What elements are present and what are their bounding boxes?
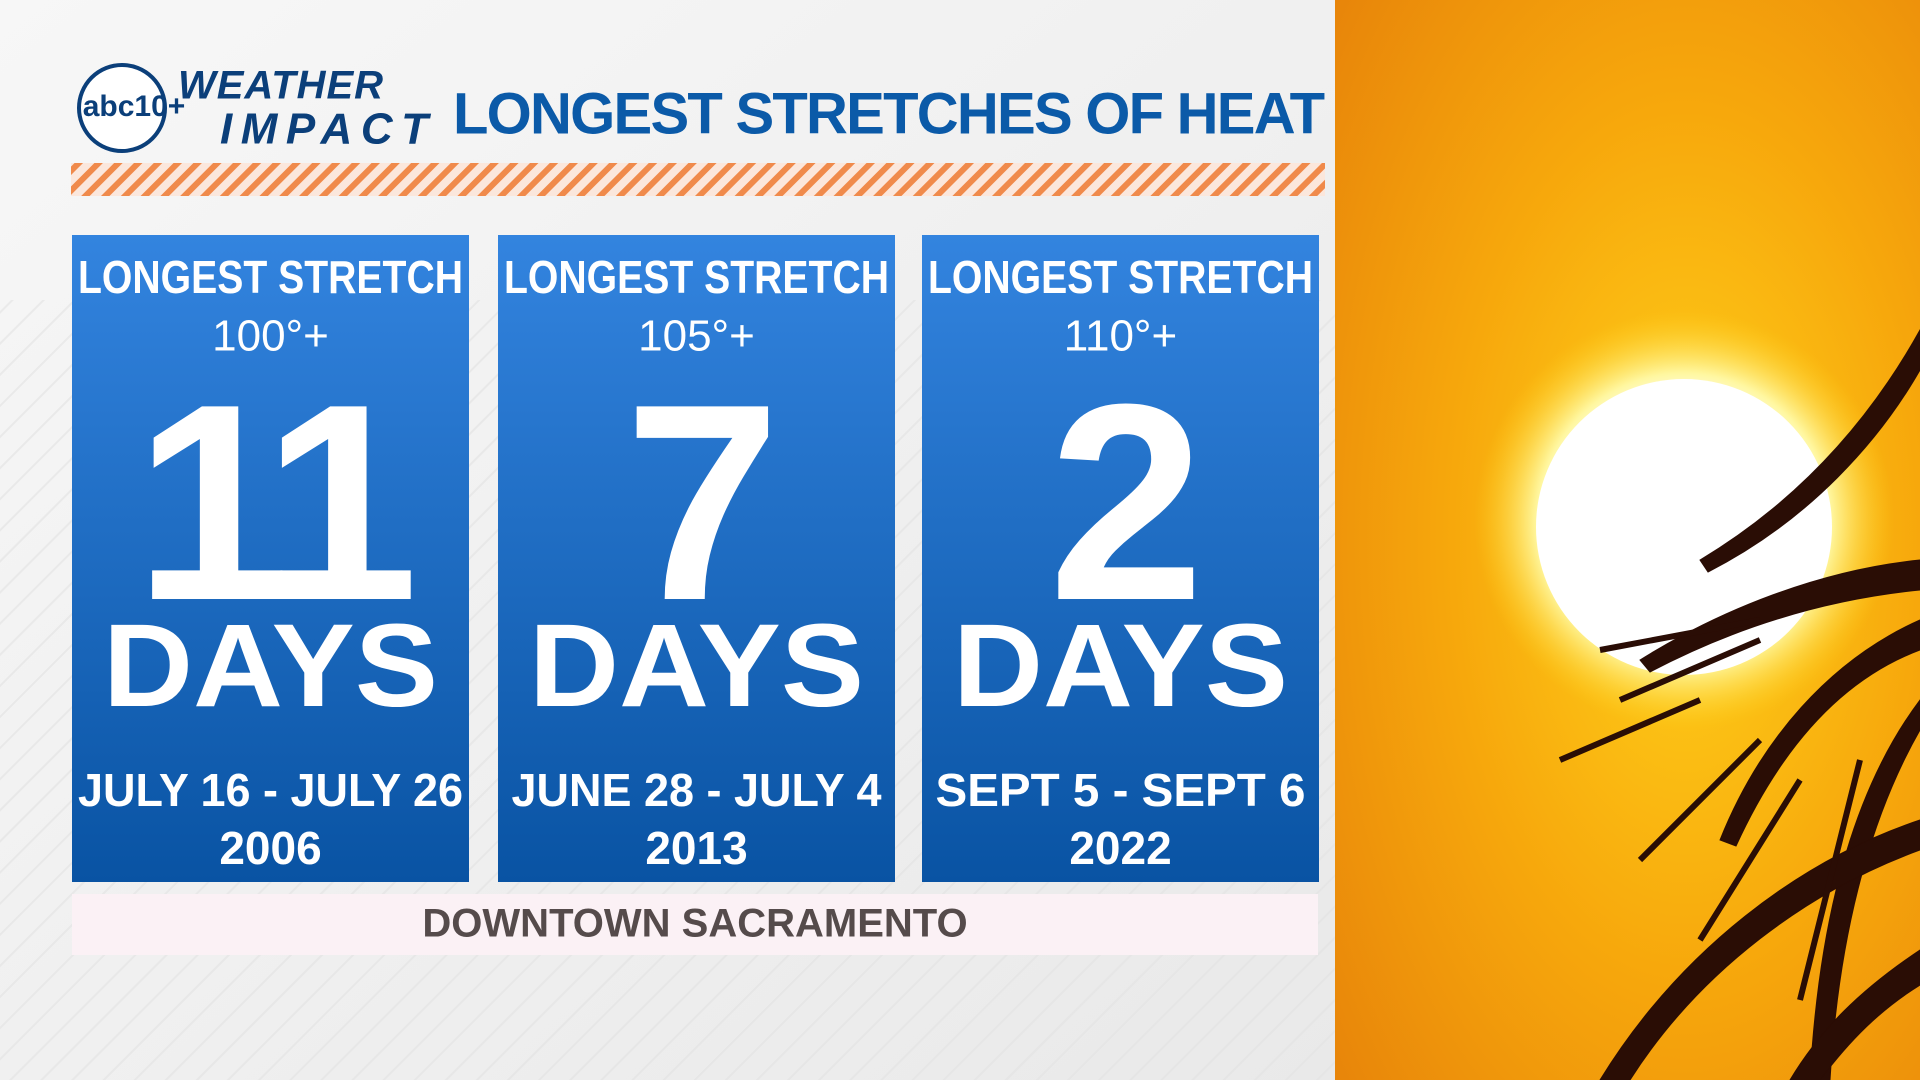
card-year: 2013 [645, 822, 747, 874]
card [922, 235, 1319, 882]
card-dates: SEPT 5 - SEPT 6 [936, 764, 1306, 816]
card-dates: JULY 16 - JULY 26 [78, 764, 463, 816]
palm-fronds [1558, 328, 1920, 1080]
footer-label: DOWNTOWN SACRAMENTO [422, 902, 967, 946]
card-year: 2006 [219, 822, 321, 874]
card-number: 7 [625, 347, 769, 659]
card-threshold: 110°+ [1064, 312, 1177, 361]
card-dates: JUNE 28 - JULY 4 [512, 764, 882, 816]
title: LONGEST STRETCHES OF HEAT [453, 81, 1325, 146]
card-heading: LONGEST STRETCH [78, 251, 463, 303]
card-unit: DAYS [953, 600, 1288, 732]
card-year: 2022 [1069, 822, 1171, 874]
card-threshold: 105°+ [638, 312, 755, 361]
footer-bar [72, 894, 1318, 955]
logo-weather: WEATHER [178, 64, 383, 108]
logo-network: abc10+ [83, 90, 186, 123]
card-unit: DAYS [103, 600, 438, 732]
card-number: 11 [135, 347, 412, 659]
card [72, 235, 469, 882]
hatch-stripe [71, 163, 1325, 196]
card-threshold: 100°+ [212, 312, 329, 361]
card-heading: LONGEST STRETCH [504, 251, 889, 303]
card [498, 235, 895, 882]
sun [1536, 379, 1832, 675]
card-unit: DAYS [529, 600, 864, 732]
logo-circle [77, 63, 167, 153]
card-number: 2 [1049, 347, 1198, 659]
card-heading: LONGEST STRETCH [928, 251, 1313, 303]
